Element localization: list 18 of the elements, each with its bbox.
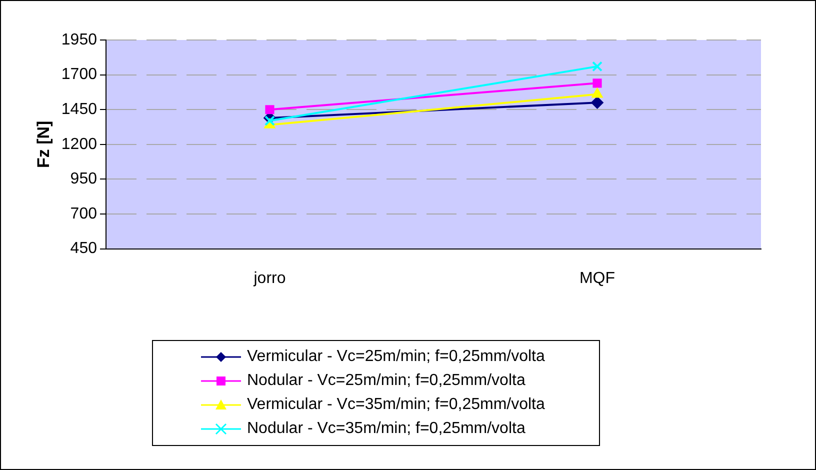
x-tick-label: MQF — [579, 270, 616, 287]
y-tick-label: 1700 — [61, 66, 98, 84]
y-tick-label: 950 — [70, 170, 98, 188]
y-tick-label: 700 — [70, 205, 98, 222]
legend-label: Nodular - Vc=25m/min; f=0,25mm/volta — [247, 372, 526, 390]
y-tick-label: 1450 — [61, 101, 98, 118]
point — [592, 78, 602, 88]
legend-label: Vermicular - Vc=35m/min; f=0,25mm/volta — [247, 396, 545, 414]
legend-label: Vermicular - Vc=25m/min; f=0,25mm/volta — [247, 348, 545, 366]
point — [265, 105, 274, 114]
legend-label: Nodular - Vc=35m/min; f=0,25mm/volta — [247, 420, 526, 438]
y-tick-label: 1950 — [61, 31, 98, 48]
point — [592, 61, 602, 72]
y-tick-label: 1200 — [61, 136, 98, 153]
y-axis-title: Fz [N] — [34, 120, 53, 168]
x-tick-label: jorro — [252, 270, 286, 287]
point — [591, 96, 604, 109]
y-tick-label: 450 — [70, 240, 98, 258]
